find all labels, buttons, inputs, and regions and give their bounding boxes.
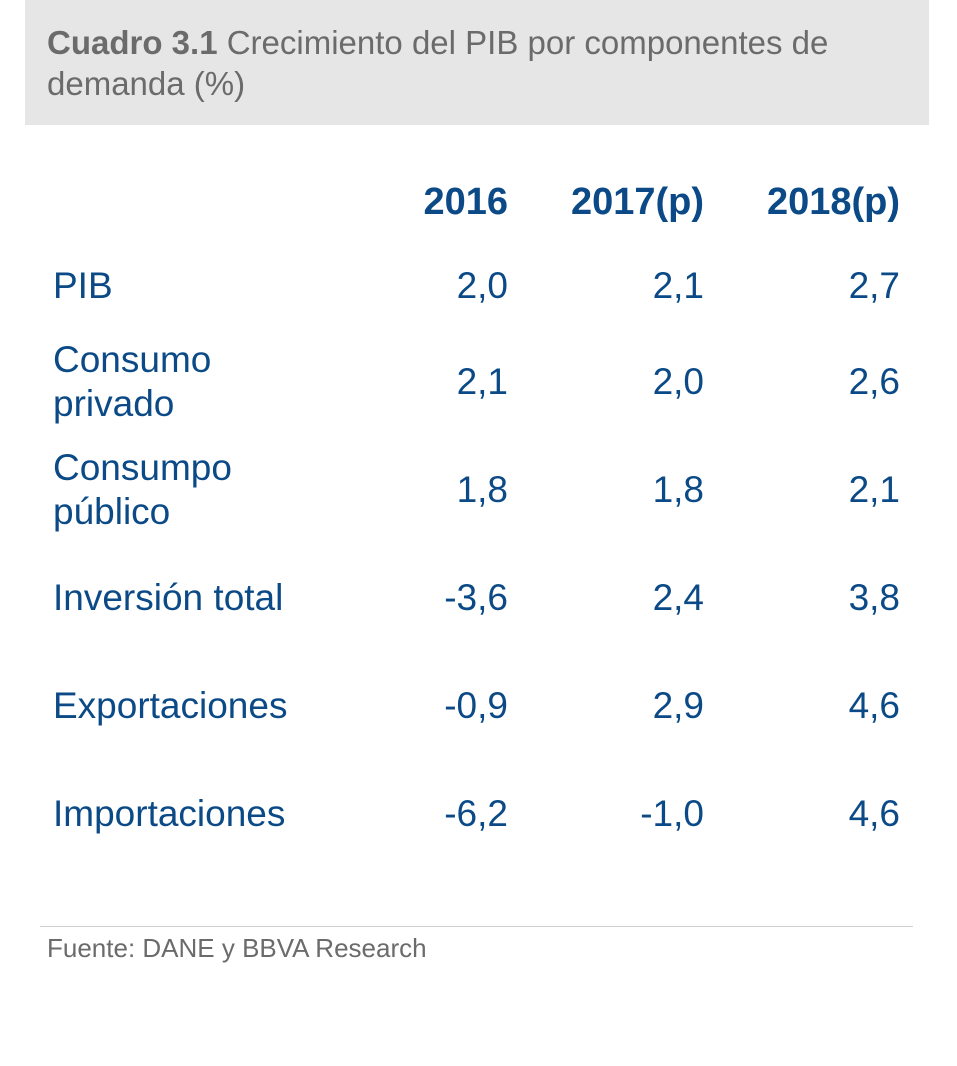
cell-value: -6,2 [444,793,508,834]
cell-value: 2,6 [848,361,900,402]
cell-value: 3,8 [848,577,900,618]
source-note: Fuente: DANE y BBVA Research [47,933,427,963]
cell-value: 1,8 [456,469,508,510]
cell-value: 4,6 [848,793,900,834]
header-cell-2016: 2016 [423,180,508,223]
cell-value: 2,9 [652,685,704,726]
title-label: Cuadro 3.1 [47,24,218,61]
row-label: Inversión total [53,577,284,618]
cell-value: 2,0 [652,361,704,402]
cell-value: 2,1 [456,361,508,402]
header-row: 2016 2017(p) 2018(p) [45,160,900,244]
row-label: Consumpo público [53,447,232,532]
cell-value: 4,6 [848,685,900,726]
data-table: 2016 2017(p) 2018(p) PIB 2,0 2,1 2,7 Con… [45,160,900,868]
table-row: Importaciones -6,2 -1,0 4,6 [45,760,900,868]
table-row: PIB 2,0 2,1 2,7 [45,244,900,328]
header-cell-2018: 2018(p) [766,180,900,223]
cell-value: -3,6 [444,577,508,618]
table-row: Consumpo público 1,8 1,8 2,1 [45,436,900,544]
table-row: Exportaciones -0,9 2,9 4,6 [45,652,900,760]
cell-value: 2,7 [848,265,900,306]
row-label: Importaciones [53,793,286,834]
row-label: Consumo privado [53,339,212,424]
cell-value: 2,4 [652,577,704,618]
table-row: Consumo privado 2,1 2,0 2,6 [45,328,900,436]
cell-value: 1,8 [652,469,704,510]
header-cell-2017: 2017(p) [570,180,704,223]
source-divider [40,926,913,927]
cell-value: 2,1 [848,469,900,510]
title-box: Cuadro 3.1 Crecimiento del PIB por compo… [25,0,929,125]
cell-value: -0,9 [444,685,508,726]
table-row: Inversión total -3,6 2,4 3,8 [45,544,900,652]
row-label: PIB [53,265,113,306]
row-label: Exportaciones [53,685,288,726]
table-title: Cuadro 3.1 Crecimiento del PIB por compo… [47,22,917,104]
header-cell-label [45,160,313,244]
cell-value: 2,1 [652,265,704,306]
cell-value: 2,0 [456,265,508,306]
title-text: Crecimiento del PIB por componentes de d… [47,24,829,102]
cell-value: -1,0 [640,793,704,834]
